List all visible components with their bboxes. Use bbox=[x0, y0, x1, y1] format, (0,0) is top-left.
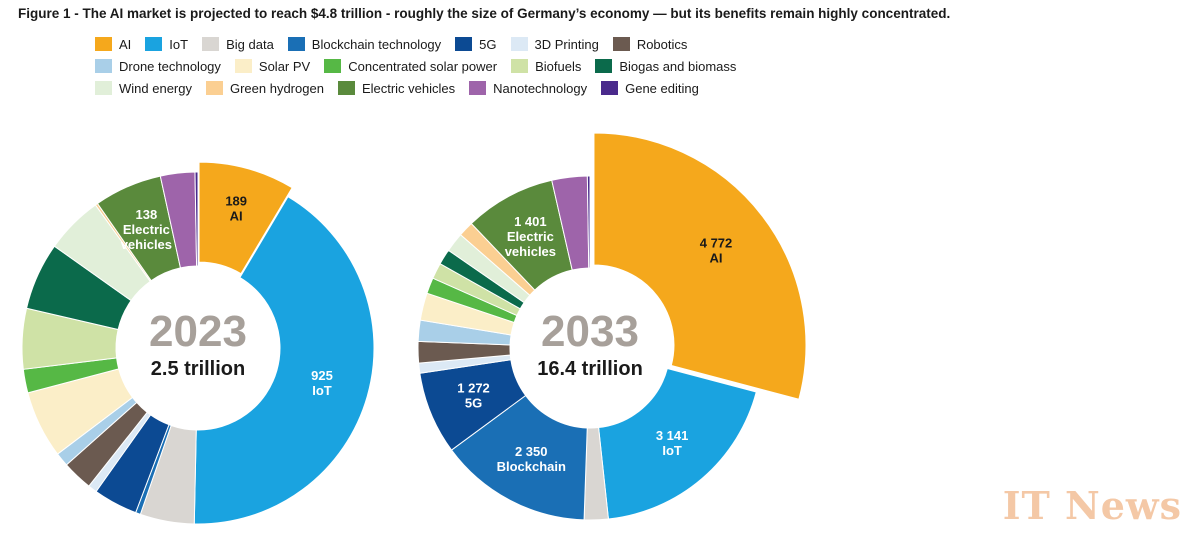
slice-name-label: vehicles bbox=[505, 244, 556, 259]
legend-item: Nanotechnology bbox=[469, 81, 587, 96]
legend-label: Wind energy bbox=[119, 80, 192, 96]
slice-value-label: 2 350 bbox=[515, 444, 548, 459]
legend-swatch bbox=[287, 37, 305, 51]
slice-value-label: 1 272 bbox=[457, 381, 490, 396]
legend-swatch bbox=[595, 59, 613, 73]
legend-label: Nanotechnology bbox=[493, 80, 588, 96]
legend-label: Blockchain technology bbox=[311, 36, 442, 52]
legend-label: IoT bbox=[169, 36, 189, 52]
legend-item: IoT bbox=[145, 37, 188, 52]
legend-label: Green hydrogen bbox=[229, 80, 324, 96]
slice-value-label: 3 141 bbox=[656, 428, 689, 443]
legend-swatch bbox=[510, 37, 528, 51]
year-label: 2033 bbox=[541, 307, 639, 356]
year-label: 2023 bbox=[149, 307, 247, 356]
slice-ai bbox=[198, 161, 293, 275]
legend-swatch bbox=[202, 37, 220, 51]
figure-title: Figure 1 - The AI market is projected to… bbox=[18, 6, 951, 21]
legend-row: AI IoT Big data Blockchain technology 5G 3D P… bbox=[95, 33, 795, 55]
slice-iot bbox=[598, 367, 757, 520]
legend-swatch bbox=[612, 37, 630, 51]
legend-label: Biofuels bbox=[535, 58, 582, 74]
slice-gene-editing bbox=[194, 171, 199, 267]
legend-swatch bbox=[455, 37, 473, 51]
legend-swatch bbox=[95, 81, 112, 95]
legend-swatch bbox=[601, 81, 619, 95]
legend-swatch bbox=[205, 81, 223, 95]
legend-row: Wind energy Green hydrogen Electric vehicl… bbox=[95, 77, 795, 99]
total-label: 16.4 trillion bbox=[537, 358, 643, 380]
legend-row: Drone technology Solar PV Concentrated sol… bbox=[95, 55, 795, 77]
slice-name-label: Blockchain bbox=[497, 459, 566, 474]
slice-value-label: 189 bbox=[225, 194, 247, 209]
legend-item: 5G bbox=[455, 36, 497, 52]
legend-swatch bbox=[469, 81, 487, 95]
legend-label: Drone technology bbox=[119, 58, 221, 74]
legend-item: Big data bbox=[202, 37, 274, 52]
legend-label: Biogas and biomass bbox=[619, 58, 737, 74]
legend-item: Green hydrogen bbox=[205, 80, 324, 96]
legend-swatch bbox=[95, 59, 112, 73]
legend-item: Drone technology bbox=[95, 59, 221, 74]
slice-name-label: IoT bbox=[662, 443, 682, 458]
legend-label: Big data bbox=[226, 36, 274, 52]
slice-gene-editing bbox=[586, 175, 591, 269]
slice-value-label: 4 772 bbox=[700, 236, 733, 251]
slice-name-label: AI bbox=[230, 209, 243, 224]
legend-label: 5G bbox=[479, 36, 497, 52]
legend-label: Gene editing bbox=[625, 80, 699, 96]
slice-name-label: vehicles bbox=[121, 237, 172, 252]
legend-item: Concentrated solar power bbox=[324, 59, 497, 74]
legend: AI IoT Big data Blockchain technology 5G 3D P… bbox=[95, 33, 795, 99]
legend-item: 3D Printing bbox=[510, 36, 599, 52]
watermark-logo: IT News bbox=[1002, 483, 1182, 528]
slice-name-label: Electric bbox=[123, 222, 170, 237]
legend-label: AI bbox=[119, 36, 132, 52]
legend-label: Electric vehicles bbox=[361, 80, 456, 96]
legend-label: Robotics bbox=[636, 36, 688, 52]
legend-swatch bbox=[324, 59, 342, 73]
legend-swatch bbox=[145, 37, 163, 51]
legend-item: Biogas and biomass bbox=[595, 59, 736, 74]
legend-item: Solar PV bbox=[234, 58, 311, 74]
legend-item: Electric vehicles bbox=[337, 80, 456, 96]
slice-name-label: AI bbox=[710, 251, 723, 266]
legend-item: Blockchain technology bbox=[287, 36, 442, 52]
legend-item: Gene editing bbox=[601, 81, 699, 96]
slice-blockchain-technology bbox=[450, 394, 588, 521]
slice-name-label: IoT bbox=[312, 383, 332, 398]
legend-swatch bbox=[234, 59, 252, 73]
legend-item: Biofuels bbox=[511, 59, 581, 74]
legend-item: Robotics bbox=[612, 36, 688, 52]
legend-label: 3D Printing bbox=[534, 36, 599, 52]
slice-iot bbox=[193, 196, 375, 525]
slice-name-label: Electric bbox=[507, 229, 554, 244]
total-label: 2.5 trillion bbox=[151, 358, 245, 380]
legend-swatch bbox=[511, 59, 529, 73]
legend-swatch bbox=[95, 37, 112, 51]
legend-swatch bbox=[337, 81, 355, 95]
slice-value-label: 925 bbox=[311, 368, 333, 383]
legend-item: Wind energy bbox=[95, 81, 192, 96]
legend-item: AI bbox=[95, 37, 131, 52]
legend-label: Concentrated solar power bbox=[348, 58, 498, 74]
slice-name-label: 5G bbox=[465, 396, 482, 411]
slice-value-label: 138 bbox=[136, 207, 158, 222]
legend-label: Solar PV bbox=[258, 58, 311, 74]
slice-ai bbox=[593, 132, 807, 400]
slice-value-label: 1 401 bbox=[514, 214, 547, 229]
